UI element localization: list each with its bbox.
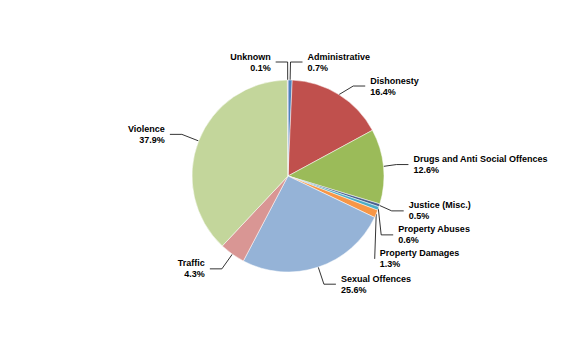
svg-text:Administrative: Administrative — [308, 52, 371, 62]
svg-text:16.4%: 16.4% — [370, 87, 396, 97]
svg-text:0.5%: 0.5% — [409, 211, 430, 221]
svg-text:Property Damages: Property Damages — [380, 248, 460, 258]
svg-text:4.3%: 4.3% — [184, 269, 205, 279]
svg-text:0.1%: 0.1% — [250, 63, 271, 73]
svg-text:Drugs and Anti Social Offences: Drugs and Anti Social Offences — [413, 154, 547, 164]
svg-text:Property Abuses: Property Abuses — [398, 224, 470, 234]
svg-text:12.6%: 12.6% — [413, 165, 439, 175]
svg-text:Justice (Misc.): Justice (Misc.) — [409, 200, 471, 210]
svg-text:Traffic: Traffic — [178, 258, 205, 268]
svg-text:Violence: Violence — [128, 124, 165, 134]
svg-text:Unknown: Unknown — [230, 52, 271, 62]
svg-text:0.6%: 0.6% — [398, 235, 419, 245]
svg-text:Dishonesty: Dishonesty — [370, 76, 419, 86]
svg-text:Sexual Offences: Sexual Offences — [341, 274, 411, 284]
svg-text:0.7%: 0.7% — [308, 63, 329, 73]
svg-text:37.9%: 37.9% — [139, 135, 165, 145]
svg-text:1.3%: 1.3% — [380, 259, 401, 269]
svg-text:25.6%: 25.6% — [341, 285, 367, 295]
